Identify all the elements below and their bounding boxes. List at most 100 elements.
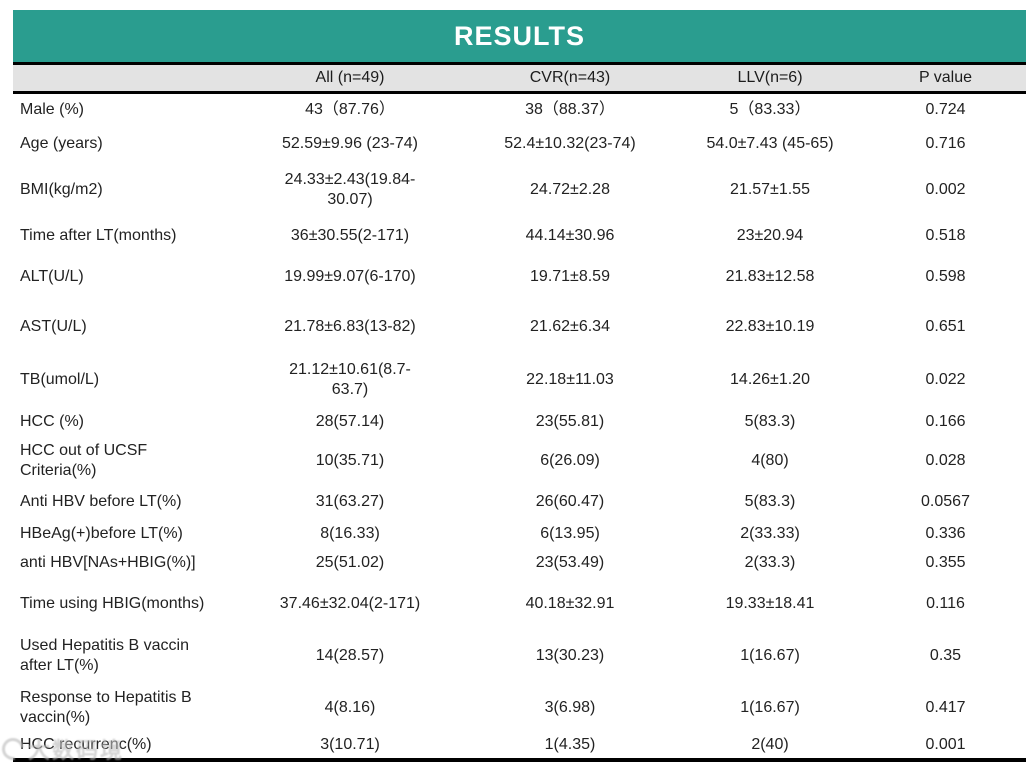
results-table-body: Male (%) 43（87.76） 38（88.37） 5（83.33） 0.724 A… [13, 93, 1026, 760]
row-label: BMI(kg/m2) [20, 181, 103, 199]
value-cell: 0.166 [925, 413, 966, 431]
row-label: TB(umol/L) [20, 371, 100, 389]
value-cell: 0.336 [925, 525, 966, 543]
table-row: Male (%) 43（87.76） 38（88.37） 5（83.33） 0.724 [13, 93, 1026, 126]
table-row: Response to Hepatitis B vaccin(%) 4(8.16)… [13, 683, 1026, 733]
value-cell: 21.83±12.58 [725, 268, 815, 286]
value-cell: 23(55.81) [535, 413, 605, 431]
value-cell: 0.002 [925, 181, 966, 199]
value-cell: 3(10.71) [320, 736, 380, 754]
value-cell: 4(8.16) [324, 698, 376, 716]
value-cell: 0.598 [925, 268, 966, 286]
row-label: HCC out of UCSF Criteria(%) [20, 442, 148, 479]
table-row: Time after LT(months) 36±30.55(2-171) 44.1… [13, 218, 1026, 255]
table-row: TB(umol/L) 21.12±10.61(8.7- 63.7) 22.18±11… [13, 355, 1026, 406]
table-row: Age (years) 52.59±9.96 (23-74) 52.4±10.32(… [13, 126, 1026, 163]
value-cell: 1(16.67) [740, 698, 800, 716]
table-header-row: All (n=49) CVR(n=43) LLV(n=6) P value [13, 63, 1026, 94]
value-cell: 21.57±1.55 [730, 181, 810, 199]
row-label: HCC recurrenc(%) [20, 736, 152, 754]
value-cell: 54.0±7.43 (45-65) [706, 135, 834, 153]
value-cell: 0.716 [925, 135, 966, 153]
column-header-empty [13, 63, 235, 94]
value-cell: 2(33.3) [744, 554, 796, 572]
value-cell: 6(13.95) [540, 525, 600, 543]
value-cell: 8(16.33) [320, 525, 380, 543]
table-row: HCC recurrenc(%) 3(10.71) 1(4.35) 2(40) 0.00… [13, 733, 1026, 760]
value-cell: 21.78±6.83(13-82) [284, 318, 416, 336]
column-header-llv: LLV(n=6) [675, 63, 865, 94]
value-cell: 52.59±9.96 (23-74) [282, 135, 418, 153]
value-cell: 22.18±11.03 [526, 371, 614, 389]
value-cell: 0.116 [926, 594, 965, 612]
row-label: AST(U/L) [20, 318, 87, 336]
value-cell: 52.4±10.32(23-74) [504, 135, 636, 153]
value-cell: 0.651 [925, 318, 966, 336]
table-row: anti HBV[NAs+HBIG(%)] 25(51.02) 23(53.49) 2… [13, 549, 1026, 578]
table-row: ALT(U/L) 19.99±9.07(6-170) 19.71±8.59 21.83… [13, 255, 1026, 300]
value-cell: 24.72±2.28 [530, 181, 610, 199]
table-row: HCC (%) 28(57.14) 23(55.81) 5(83.3) 0.166 [13, 406, 1026, 439]
row-label: Time using HBIG(months) [20, 594, 205, 612]
value-cell: 3(6.98) [544, 698, 596, 716]
value-cell: 36±30.55(2-171) [290, 227, 410, 245]
value-cell: 14.26±1.20 [730, 371, 810, 389]
value-cell: 0.001 [925, 736, 966, 754]
value-cell: 5(83.3) [744, 492, 796, 510]
column-header-pvalue: P value [865, 63, 1026, 94]
table-row: AST(U/L) 21.78±6.83(13-82) 21.62±6.34 22.83… [13, 300, 1026, 355]
value-cell: 13(30.23) [535, 647, 605, 665]
row-label: Response to Hepatitis B vaccin(%) [20, 688, 192, 726]
value-cell: 23(53.49) [535, 554, 605, 572]
value-cell: 0.0567 [921, 492, 970, 510]
value-cell: 0.355 [925, 554, 966, 572]
value-cell: 19.33±18.41 [725, 594, 815, 612]
results-table: All (n=49) CVR(n=43) LLV(n=6) P value Ma… [13, 62, 1026, 762]
value-cell: 0.417 [925, 698, 966, 716]
value-cell: 0.022 [925, 371, 966, 389]
value-cell: 10(35.71) [315, 452, 385, 470]
row-label: ALT(U/L) [20, 268, 84, 286]
value-cell: 4(80) [751, 452, 789, 470]
table-row: HBeAg(+)before LT(%) 8(16.33) 6(13.95) 2(33… [13, 520, 1026, 549]
value-cell: 24.33±2.43(19.84- 30.07) [284, 171, 416, 208]
row-label: Anti HBV before LT(%) [20, 492, 182, 510]
value-cell: 0.028 [925, 452, 966, 470]
table-row: Anti HBV before LT(%) 31(63.27) 26(60.47) 5… [13, 484, 1026, 520]
row-label: anti HBV[NAs+HBIG(%)] [20, 554, 196, 572]
value-cell: 40.18±32.91 [525, 594, 615, 612]
results-table-container: All (n=49) CVR(n=43) LLV(n=6) P value Ma… [13, 62, 1026, 762]
value-cell: 44.14±30.96 [525, 227, 615, 245]
row-label: HBeAg(+)before LT(%) [20, 525, 183, 543]
value-cell: 25(51.02) [315, 554, 385, 572]
value-cell: 6(26.09) [540, 452, 600, 470]
value-cell: 21.12±10.61(8.7- 63.7) [289, 361, 411, 398]
table-row: Used Hepatitis B vaccin after LT(%) 14(28… [13, 630, 1026, 683]
value-cell: 0.518 [925, 227, 966, 245]
value-cell: 21.62±6.34 [530, 318, 610, 336]
value-cell: 43（87.76） [305, 100, 395, 118]
row-label: Used Hepatitis B vaccin after LT(%) [20, 637, 189, 674]
value-cell: 14(28.57) [315, 647, 385, 665]
column-header-cvr: CVR(n=43) [465, 63, 675, 94]
value-cell: 26(60.47) [535, 492, 605, 510]
table-row: BMI(kg/m2) 24.33±2.43(19.84- 30.07) 24.72±… [13, 163, 1026, 218]
value-cell: 19.99±9.07(6-170) [284, 268, 416, 286]
results-banner: RESULTS [13, 10, 1026, 62]
value-cell: 2(33.33) [740, 525, 800, 543]
value-cell: 5（83.33） [729, 100, 811, 118]
page-title: RESULTS [453, 20, 585, 51]
value-cell: 38（88.37） [525, 100, 615, 118]
row-label: Age (years) [20, 135, 103, 153]
value-cell: 5(83.3) [744, 413, 796, 431]
value-cell: 28(57.14) [315, 413, 385, 431]
row-label: HCC (%) [20, 413, 84, 431]
value-cell: 37.46±32.04(2-171) [279, 594, 421, 612]
value-cell: 0.724 [925, 100, 966, 118]
value-cell: 19.71±8.59 [530, 268, 610, 286]
column-header-all: All (n=49) [235, 63, 465, 94]
value-cell: 23±20.94 [736, 227, 804, 245]
row-label: Male (%) [20, 100, 85, 118]
table-row: Time using HBIG(months) 37.46±32.04(2-171… [13, 578, 1026, 630]
value-cell: 0.35 [929, 647, 962, 665]
